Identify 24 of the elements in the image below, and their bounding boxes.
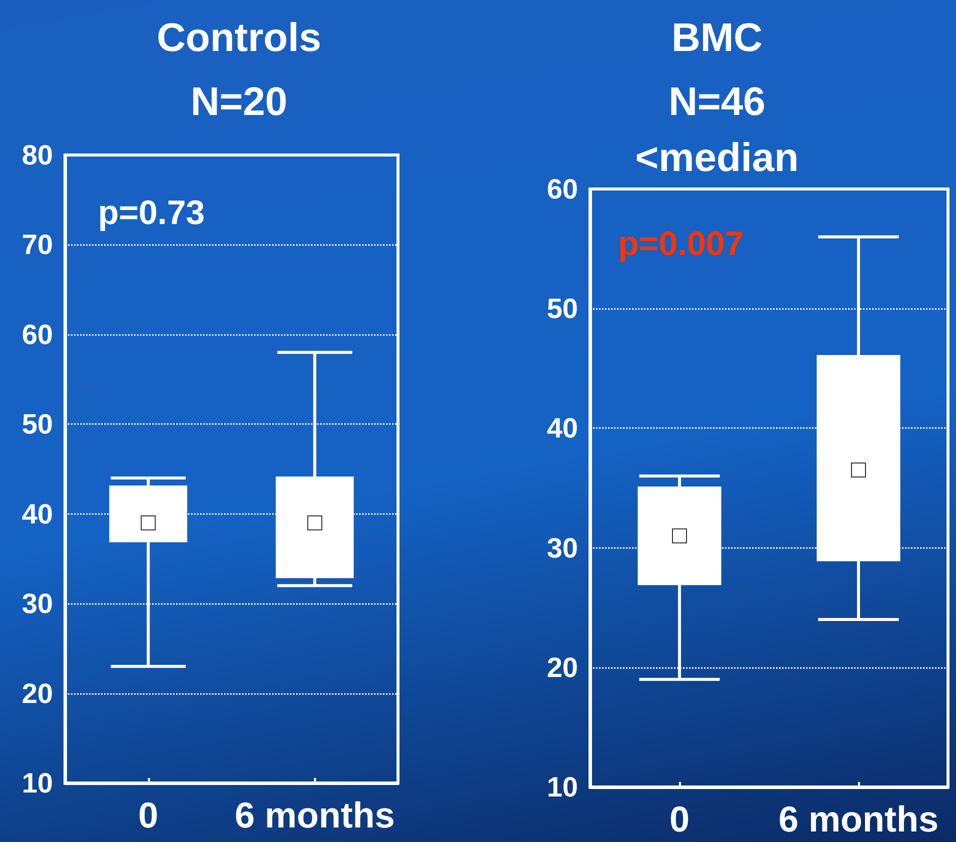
chart-subtitle: N=20 [190, 80, 288, 124]
y-tick-label: 80 [22, 140, 53, 170]
y-tick-label: 50 [546, 293, 578, 324]
y-tick-label: 40 [546, 412, 578, 444]
y-tick-label: 60 [22, 318, 53, 350]
y-tick-label: 20 [22, 678, 53, 709]
x-tick-label: 0 [669, 798, 690, 840]
x-tick-label: 6 months [234, 794, 395, 836]
y-tick-label: 60 [546, 174, 578, 204]
y-tick-label: 40 [22, 498, 53, 530]
y-tick-label: 10 [546, 772, 578, 802]
x-tick-label: 0 [138, 794, 158, 836]
y-tick-label: 20 [546, 652, 578, 683]
chart-title: Controls [156, 16, 322, 60]
chart-subtitle: N=46 <median [635, 80, 799, 180]
y-tick-label: 30 [546, 532, 578, 564]
chart-title: BMC [671, 16, 763, 60]
x-tick-label: 6 months [778, 798, 939, 840]
annotation: p=0.73 [98, 194, 205, 232]
y-tick-label: 70 [22, 229, 53, 260]
y-tick-label: 30 [22, 588, 53, 620]
y-tick-label: 50 [22, 408, 53, 440]
y-tick-label: 10 [22, 768, 53, 798]
annotation: p=0.007 [618, 225, 744, 263]
